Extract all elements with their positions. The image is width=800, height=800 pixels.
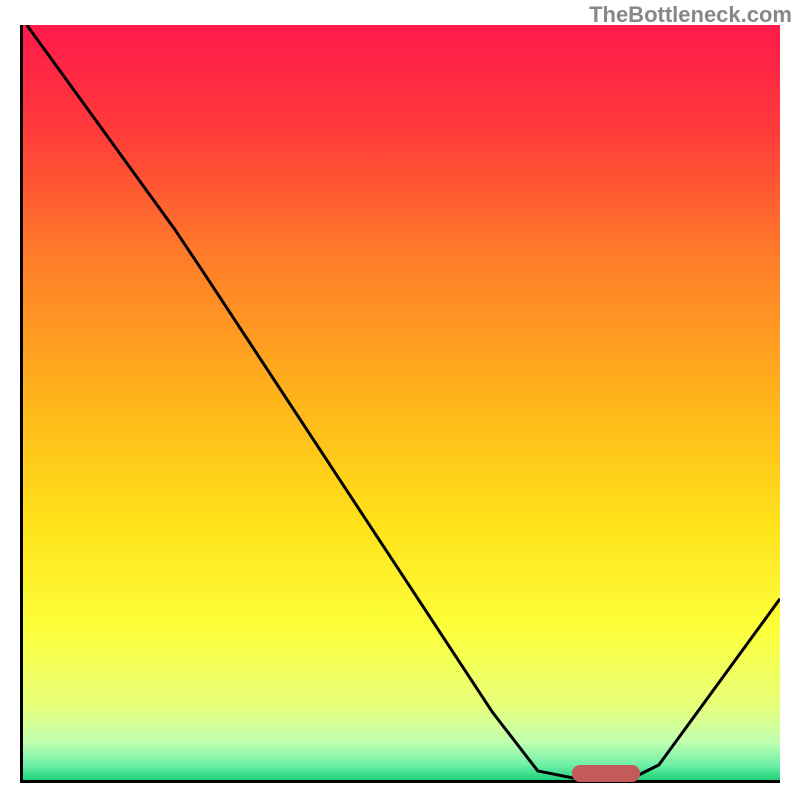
plot-area bbox=[20, 25, 780, 783]
optimal-range-marker bbox=[572, 765, 640, 782]
bottleneck-curve bbox=[23, 25, 780, 780]
watermark: TheBottleneck.com bbox=[589, 2, 792, 28]
